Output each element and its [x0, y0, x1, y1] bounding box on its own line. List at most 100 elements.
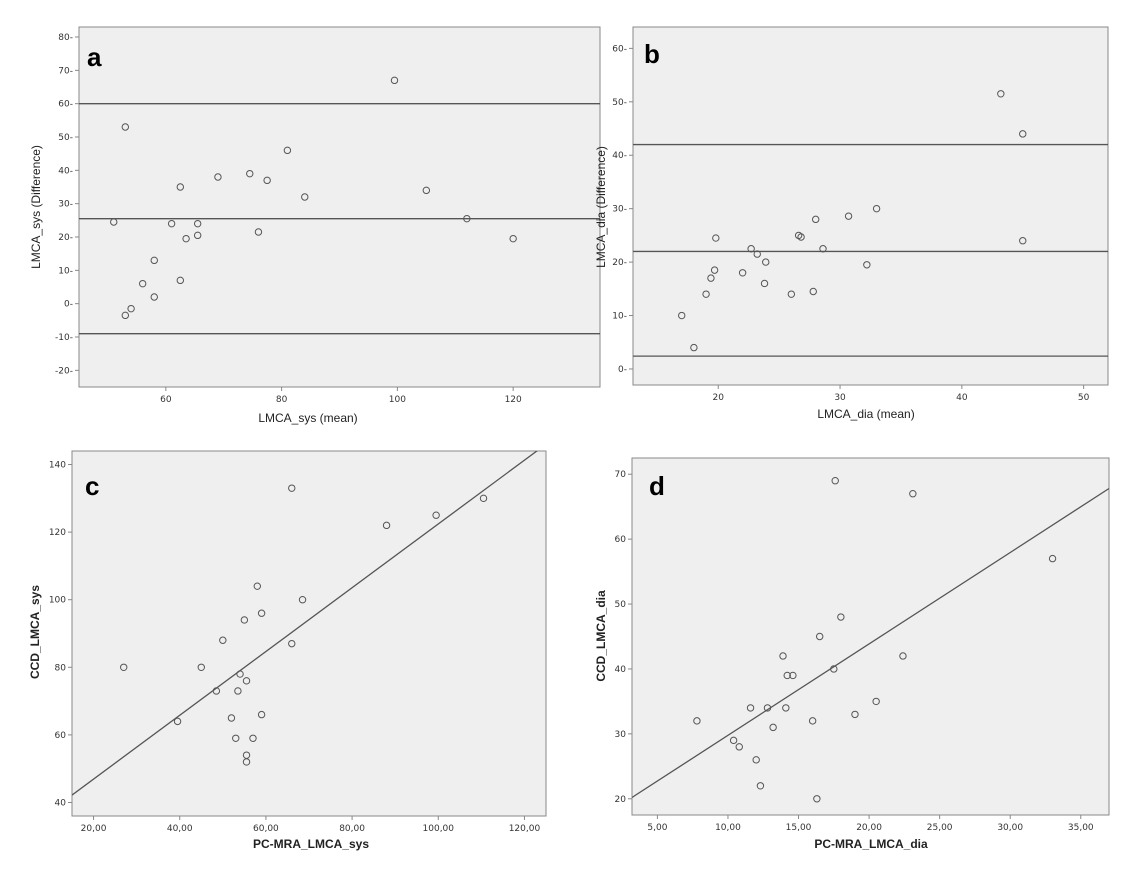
data-point-b-10 [762, 258, 770, 266]
data-point-c-7 [234, 687, 242, 695]
data-point-c-18 [288, 639, 296, 648]
data-point-c-6 [232, 734, 240, 742]
panel-label-d: d [649, 471, 665, 501]
x-axis-label-d: PC-MRA_LMCA_dia [814, 837, 928, 851]
data-point-b-18 [863, 261, 871, 269]
y-tick-label-c-0: 40 [55, 798, 67, 808]
plot-area-b [632, 26, 1109, 386]
data-point-c-17 [288, 484, 296, 492]
data-point-d-21 [909, 490, 917, 498]
data-point-d-5 [756, 782, 765, 790]
points-c [72, 451, 538, 796]
data-point-b-19 [872, 204, 881, 213]
data-point-b-20 [997, 90, 1005, 98]
panel-c: 20,00 40,00 60,00 80,00 100,00 120,00 40 60 80 1… [28, 450, 547, 851]
y-tick-label-b-6: 60- [612, 44, 627, 54]
data-point-c-21 [432, 511, 440, 519]
x-tick-label-b-0: 20 [713, 393, 725, 403]
data-point-d-15 [830, 665, 838, 673]
data-point-d-0 [693, 717, 701, 725]
data-point-a-7 [167, 219, 176, 228]
fit-line-d [632, 487, 1109, 799]
y-tick-label-a-8: 60- [58, 100, 73, 110]
x-ticks-d: 5,00 10,00 15,00 20,00 25,00 30,00 35,00 [647, 815, 1094, 833]
data-point-a-20 [422, 186, 431, 195]
data-point-d-1 [729, 736, 738, 745]
x-axis-label-a: LMCA_sys (mean) [258, 411, 357, 425]
data-point-a-2 [121, 311, 130, 320]
y-axis-label-d: CCD_LMCA_dia [594, 590, 608, 682]
data-point-b-9 [760, 279, 769, 288]
data-point-c-8 [236, 670, 244, 678]
y-tick-label-d-3: 50 [615, 600, 627, 610]
data-point-b-21 [1019, 130, 1027, 138]
y-axis-label-a: LMCA_sys (Difference) [29, 145, 43, 269]
plot-area-d [631, 457, 1110, 816]
data-point-c-16 [257, 710, 266, 719]
x-ticks-c: 20,00 40,00 60,00 80,00 100,00 120,00 [81, 816, 540, 834]
data-point-b-11 [787, 290, 796, 298]
data-point-d-22 [1048, 554, 1057, 563]
x-tick-label-b-3: 50 [1078, 393, 1090, 403]
data-point-c-14 [253, 582, 261, 590]
data-point-d-7 [769, 723, 777, 732]
data-point-c-22 [479, 494, 488, 503]
data-point-b-17 [844, 212, 853, 220]
y-axis-label-c: CCD_LMCA_sys [28, 585, 42, 679]
y-tick-label-c-3: 100 [49, 596, 66, 606]
data-point-a-22 [509, 234, 517, 243]
x-tick-label-d-0: 5,00 [647, 823, 667, 833]
y-tick-label-a-7: 50- [58, 133, 73, 143]
data-point-d-16 [831, 477, 839, 485]
x-tick-label-a-2: 100 [389, 395, 406, 405]
panel-b: 20 30 40 50 0- 10- 20- 30- 40- 50- 60- b LMCA_dia… [594, 26, 1109, 421]
data-point-b-6 [738, 269, 747, 277]
data-point-b-13 [797, 233, 805, 241]
data-point-b-0 [678, 311, 686, 320]
data-point-c-15 [257, 609, 266, 617]
y-axis-label-b: LMCA_dia (Difference) [594, 146, 608, 268]
y-ticks-b: 0- 10- 20- 30- 40- 50- 60- [612, 44, 633, 375]
data-point-a-17 [283, 146, 292, 155]
plot-area-a [78, 26, 601, 388]
data-point-b-16 [819, 245, 827, 253]
y-tick-label-b-0: 0- [618, 365, 627, 375]
x-tick-label-d-4: 25,00 [927, 823, 953, 833]
plot-area-c [71, 450, 547, 817]
x-tick-label-c-3: 80,00 [339, 824, 365, 834]
data-point-d-10 [783, 671, 791, 680]
y-tick-label-c-2: 80 [55, 663, 67, 673]
data-point-d-20 [899, 652, 907, 660]
y-tick-label-c-4: 120 [49, 528, 66, 538]
points-d [632, 477, 1109, 803]
data-point-b-4 [710, 266, 719, 274]
data-point-d-19 [872, 697, 880, 706]
data-point-a-10 [182, 234, 190, 243]
x-tick-label-d-5: 30,00 [997, 823, 1023, 833]
y-tick-label-a-4: 20- [58, 233, 73, 243]
data-point-c-1 [173, 717, 182, 726]
y-ticks-c: 40 60 80 100 120 140 [49, 461, 72, 808]
y-tick-label-b-1: 10- [612, 312, 627, 322]
y-tick-label-c-1: 60 [55, 731, 67, 741]
data-point-d-17 [837, 613, 845, 621]
y-tick-label-d-1: 30 [615, 730, 627, 740]
data-point-d-8 [779, 652, 787, 660]
y-tick-label-b-5: 50- [612, 98, 627, 108]
data-point-a-14 [246, 169, 254, 178]
data-point-d-4 [752, 756, 760, 764]
data-point-a-13 [214, 173, 222, 181]
data-point-a-16 [263, 176, 271, 185]
x-tick-label-c-2: 60,00 [253, 824, 279, 834]
data-point-c-5 [227, 714, 236, 722]
data-point-a-0 [110, 218, 118, 226]
data-point-d-6 [763, 704, 772, 712]
panel-label-c: c [85, 471, 99, 501]
data-point-a-15 [254, 228, 263, 236]
x-tick-label-c-1: 40,00 [167, 824, 193, 834]
y-tick-label-a-3: 10- [58, 266, 73, 276]
y-tick-label-a-6: 40- [58, 166, 73, 176]
x-tick-label-c-4: 100,00 [423, 824, 455, 834]
data-point-d-12 [808, 717, 817, 725]
